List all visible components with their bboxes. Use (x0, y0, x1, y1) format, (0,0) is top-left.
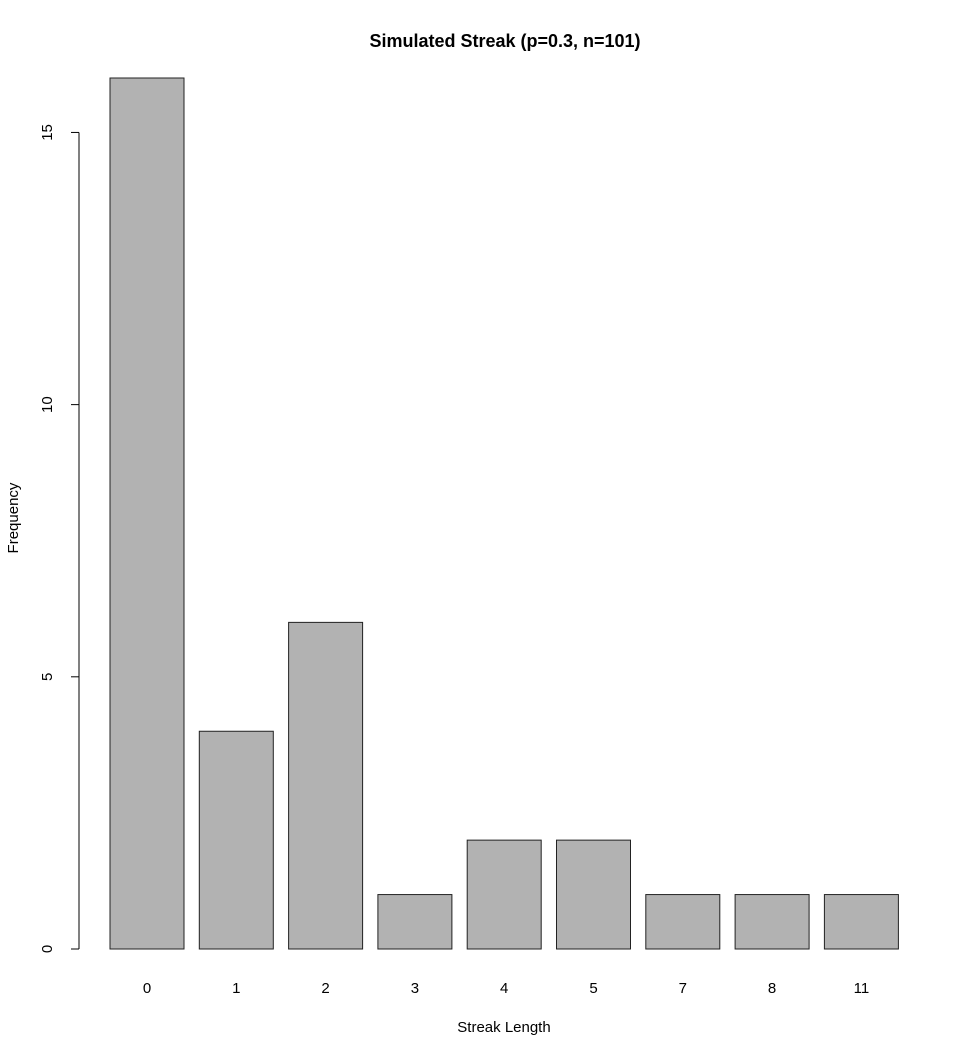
bar-8 (734, 894, 810, 950)
y-tick-label: 5 (39, 673, 56, 681)
bars-group (109, 77, 899, 950)
y-tick-label: 0 (39, 945, 56, 953)
bar-1 (198, 730, 274, 950)
y-tick-label: 15 (39, 124, 56, 141)
bar-3 (377, 894, 453, 950)
x-tick-label: 3 (411, 980, 419, 997)
x-tick-label: 0 (143, 980, 151, 997)
x-tick-label: 2 (321, 980, 329, 997)
bar-0 (109, 77, 185, 950)
x-tick-label: 4 (500, 980, 508, 997)
x-tick-label: 1 (232, 980, 240, 997)
bar-7 (645, 894, 721, 950)
x-axis-tick-labels: 0 1 2 3 4 5 7 8 11 (143, 980, 869, 997)
y-axis: 0 5 10 15 (39, 124, 80, 953)
x-tick-label: 8 (768, 980, 776, 997)
x-axis-label: Streak Length (457, 1019, 550, 1036)
x-tick-label: 7 (679, 980, 687, 997)
y-axis-label: Frequency (5, 482, 22, 553)
bar-5 (556, 839, 631, 950)
bar-2 (288, 621, 364, 950)
x-tick-label: 11 (854, 980, 870, 997)
x-tick-label: 5 (589, 980, 597, 997)
chart-title: Simulated Streak (p=0.3, n=101) (369, 31, 640, 51)
bar-4 (466, 839, 542, 950)
bar-11 (823, 894, 899, 950)
y-tick-label: 10 (39, 396, 56, 413)
